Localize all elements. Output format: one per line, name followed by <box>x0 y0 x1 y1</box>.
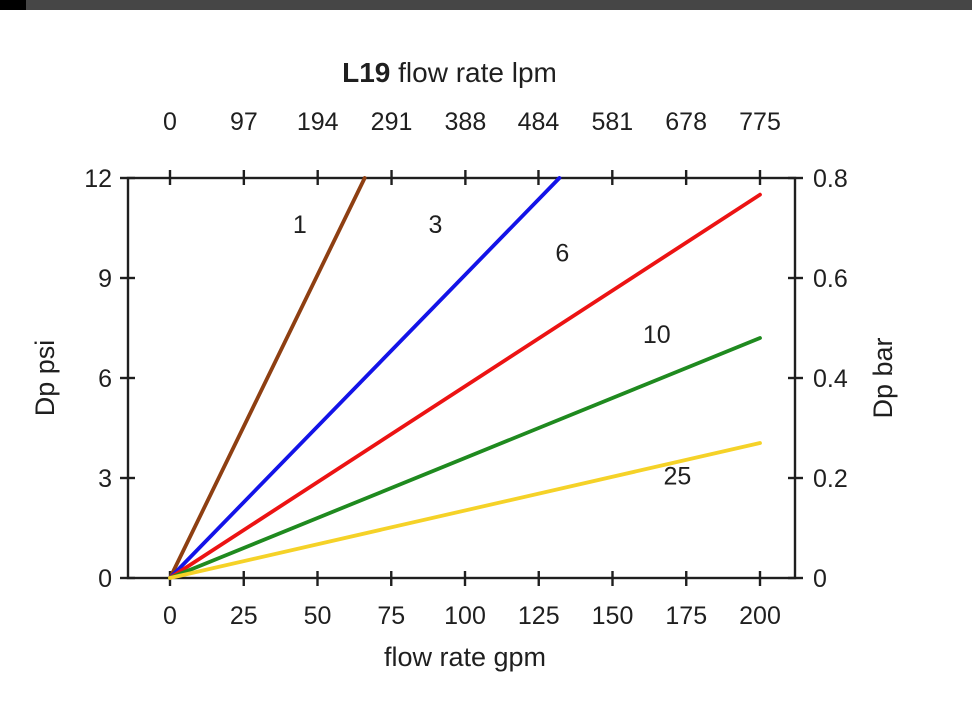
x-top-tick-label: 291 <box>371 108 413 136</box>
x-bottom-tick-label: 50 <box>304 602 332 630</box>
series-label-25: 25 <box>663 463 691 491</box>
x-bottom-tick-label: 25 <box>230 602 258 630</box>
series-label-10: 10 <box>643 321 671 349</box>
x-bottom-tick-label: 125 <box>518 602 560 630</box>
x-bottom-tick-label: 75 <box>377 602 405 630</box>
series-label-3: 3 <box>429 211 443 239</box>
x-top-tick-label: 194 <box>297 108 339 136</box>
x-bottom-tick-label: 150 <box>592 602 634 630</box>
y-right-tick-label: 0.2 <box>813 465 848 493</box>
x-top-tick-label: 388 <box>445 108 487 136</box>
x-axis-label: flow rate gpm <box>384 642 546 672</box>
top-window-strip-accent <box>0 0 26 10</box>
x-bottom-tick-label: 200 <box>739 602 781 630</box>
x-top-tick-label: 0 <box>163 108 177 136</box>
series-label-6: 6 <box>555 239 569 267</box>
series-line-3 <box>168 176 562 580</box>
x-bottom-tick-label: 0 <box>163 602 177 630</box>
x-bottom-tick-label: 100 <box>444 602 486 630</box>
y-left-tick-label: 6 <box>98 365 112 393</box>
chart-title: L19 flow rate lpm <box>342 57 557 88</box>
y-left-tick-label: 12 <box>84 165 112 193</box>
series-line-6 <box>168 192 762 580</box>
series-line-25 <box>168 441 762 580</box>
x-top-tick-label: 97 <box>230 108 258 136</box>
y-right-tick-label: 0.6 <box>813 265 848 293</box>
x-bottom-tick-label: 175 <box>665 602 707 630</box>
x-top-tick-label: 581 <box>591 108 633 136</box>
series-line-10 <box>168 336 762 580</box>
y-left-tick-label: 0 <box>98 565 112 593</box>
y-left-tick-label: 3 <box>98 465 112 493</box>
x-top-tick-label: 678 <box>665 108 707 136</box>
y-right-tick-label: 0 <box>813 565 827 593</box>
series-label-1: 1 <box>293 211 307 239</box>
series-line-1 <box>168 176 367 580</box>
x-top-tick-label: 484 <box>518 108 560 136</box>
y-right-tick-label: 0.4 <box>813 365 848 393</box>
top-window-strip <box>0 0 972 10</box>
x-top-tick-label: 775 <box>739 108 781 136</box>
y-right-tick-label: 0.8 <box>813 165 848 193</box>
y-left-tick-label: 9 <box>98 265 112 293</box>
y-left-axis-label: Dp psi <box>30 340 60 417</box>
y-right-axis-label: Dp bar <box>868 337 898 418</box>
